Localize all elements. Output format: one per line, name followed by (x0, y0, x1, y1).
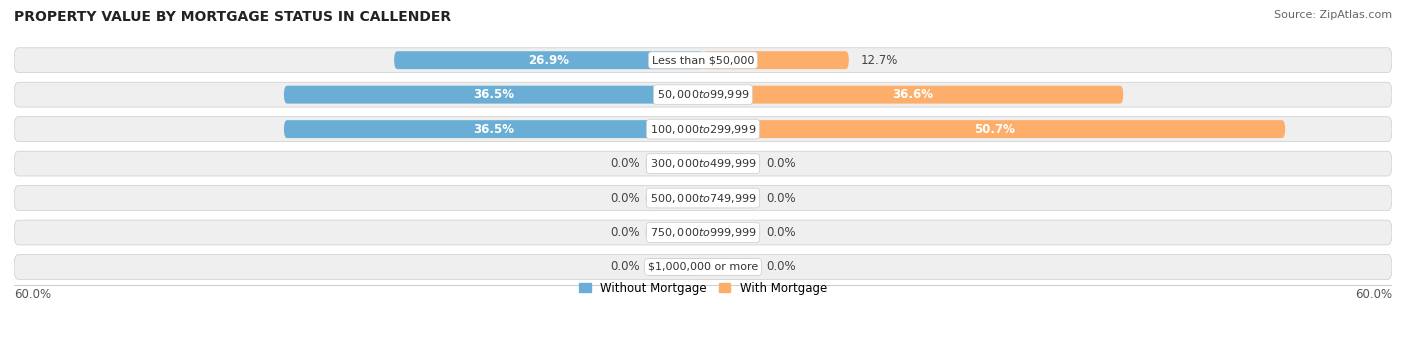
FancyBboxPatch shape (284, 120, 703, 138)
FancyBboxPatch shape (703, 86, 1123, 104)
Text: 0.0%: 0.0% (610, 261, 640, 273)
Text: 50.7%: 50.7% (973, 123, 1015, 136)
Text: 60.0%: 60.0% (1355, 288, 1392, 301)
FancyBboxPatch shape (14, 151, 1392, 176)
Text: $1,000,000 or more: $1,000,000 or more (648, 262, 758, 272)
FancyBboxPatch shape (645, 224, 703, 241)
FancyBboxPatch shape (645, 258, 703, 276)
FancyBboxPatch shape (645, 189, 703, 207)
FancyBboxPatch shape (284, 86, 703, 104)
FancyBboxPatch shape (14, 48, 1392, 73)
Text: $500,000 to $749,999: $500,000 to $749,999 (650, 192, 756, 205)
Text: PROPERTY VALUE BY MORTGAGE STATUS IN CALLENDER: PROPERTY VALUE BY MORTGAGE STATUS IN CAL… (14, 10, 451, 24)
Legend: Without Mortgage, With Mortgage: Without Mortgage, With Mortgage (574, 277, 832, 299)
Text: 0.0%: 0.0% (766, 157, 796, 170)
FancyBboxPatch shape (703, 224, 761, 241)
Text: Less than $50,000: Less than $50,000 (652, 55, 754, 65)
FancyBboxPatch shape (703, 258, 761, 276)
Text: 0.0%: 0.0% (766, 192, 796, 205)
FancyBboxPatch shape (14, 186, 1392, 210)
FancyBboxPatch shape (703, 154, 761, 173)
Text: 36.5%: 36.5% (472, 123, 515, 136)
Text: $300,000 to $499,999: $300,000 to $499,999 (650, 157, 756, 170)
Text: 36.5%: 36.5% (472, 88, 515, 101)
Text: 0.0%: 0.0% (610, 192, 640, 205)
Text: 36.6%: 36.6% (893, 88, 934, 101)
Text: 0.0%: 0.0% (610, 157, 640, 170)
FancyBboxPatch shape (645, 154, 703, 173)
FancyBboxPatch shape (703, 189, 761, 207)
Text: 0.0%: 0.0% (766, 226, 796, 239)
Text: $100,000 to $299,999: $100,000 to $299,999 (650, 123, 756, 136)
FancyBboxPatch shape (703, 51, 849, 69)
Text: $50,000 to $99,999: $50,000 to $99,999 (657, 88, 749, 101)
Text: 26.9%: 26.9% (529, 54, 569, 67)
FancyBboxPatch shape (14, 82, 1392, 107)
Text: 60.0%: 60.0% (14, 288, 51, 301)
Text: 12.7%: 12.7% (860, 54, 897, 67)
Text: 0.0%: 0.0% (610, 226, 640, 239)
FancyBboxPatch shape (14, 220, 1392, 245)
FancyBboxPatch shape (703, 120, 1285, 138)
Text: $750,000 to $999,999: $750,000 to $999,999 (650, 226, 756, 239)
FancyBboxPatch shape (14, 255, 1392, 279)
Text: Source: ZipAtlas.com: Source: ZipAtlas.com (1274, 10, 1392, 20)
FancyBboxPatch shape (14, 117, 1392, 142)
FancyBboxPatch shape (394, 51, 703, 69)
Text: 0.0%: 0.0% (766, 261, 796, 273)
